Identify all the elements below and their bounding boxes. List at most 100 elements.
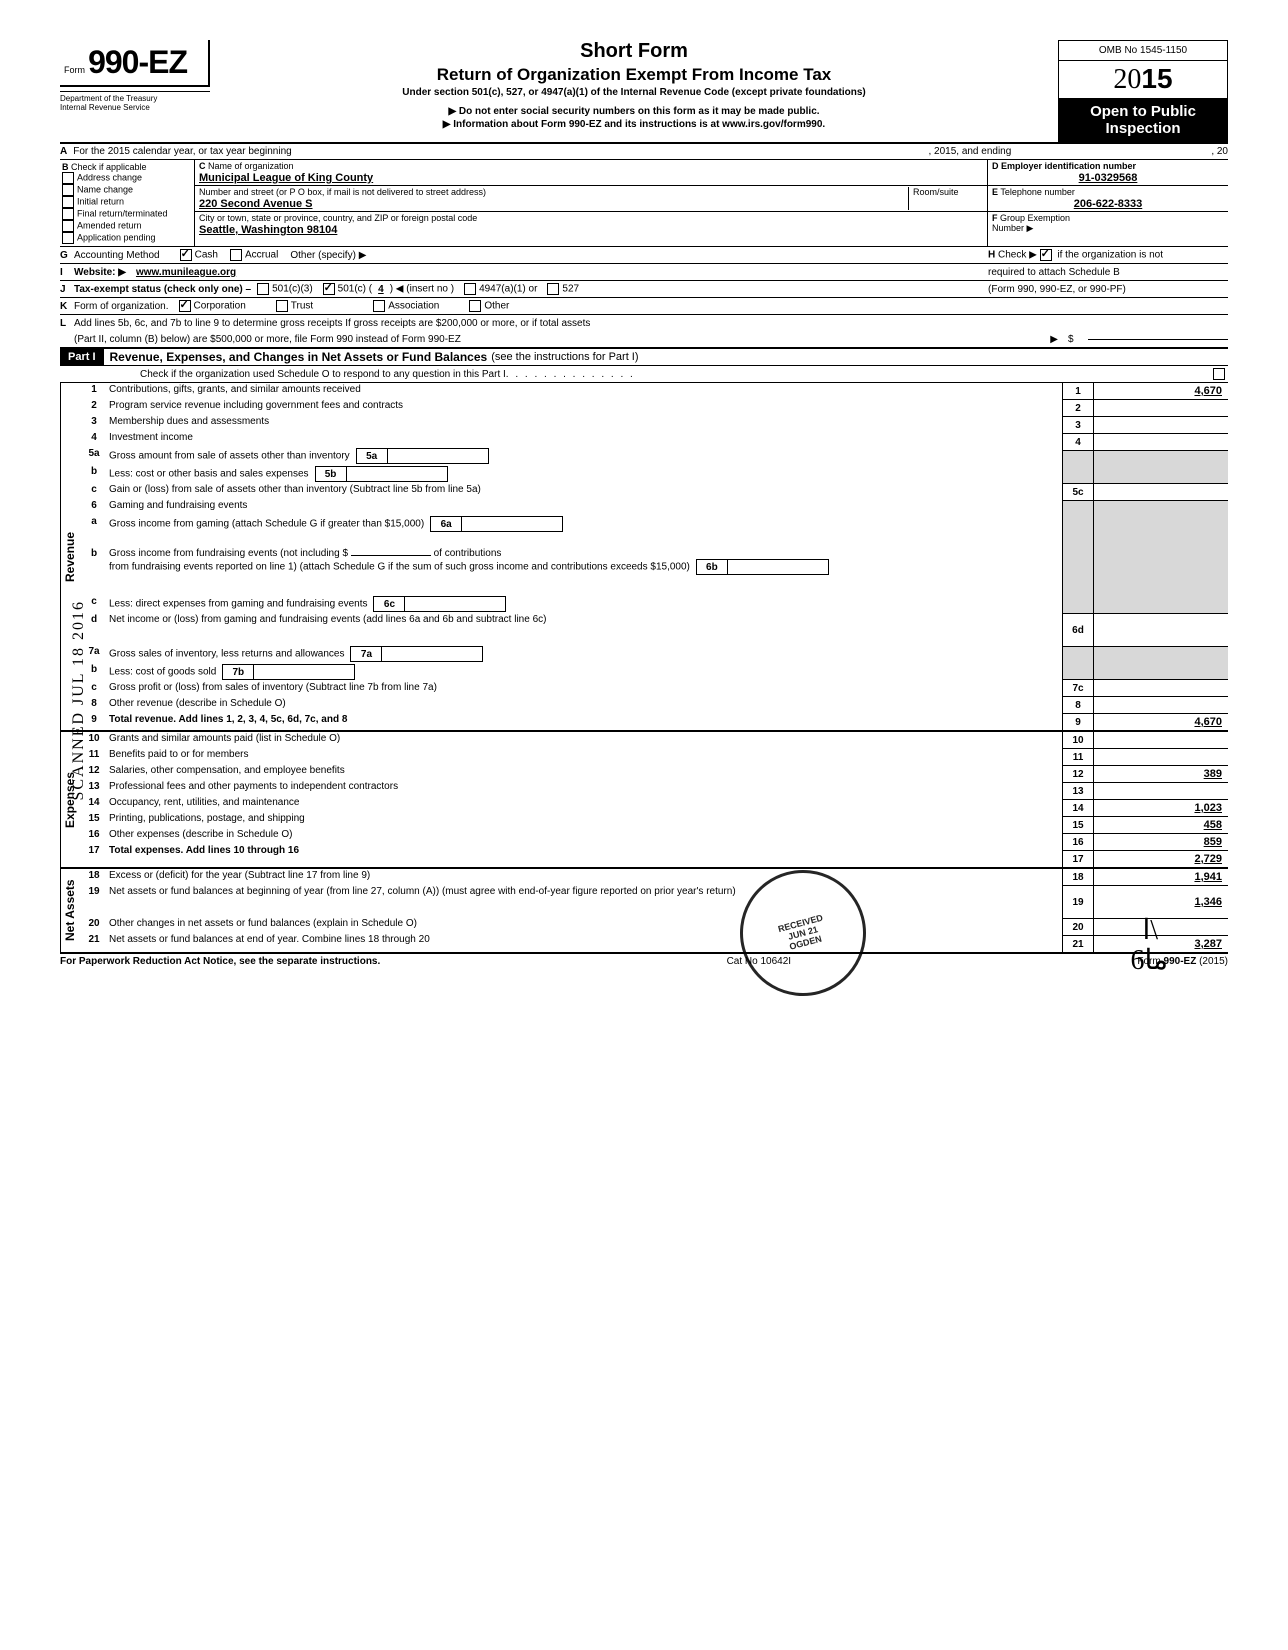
line-16-text: Other expenses (describe in Schedule O)	[109, 829, 292, 840]
line-a: A For the 2015 calendar year, or tax yea…	[60, 144, 1228, 160]
val-6b[interactable]	[728, 559, 829, 575]
col-b: B Check if applicable Address change Nam…	[60, 160, 195, 246]
amt-1: 4,670	[1094, 383, 1228, 399]
room-suite: Room/suite	[908, 187, 983, 210]
line-6d-text: Net income or (loss) from gaming and fun…	[109, 614, 546, 625]
title-note-1: ▶ Do not enter social security numbers o…	[220, 106, 1048, 117]
amt-11	[1094, 749, 1228, 765]
i-text: Website: ▶	[74, 267, 126, 278]
amt-15: 458	[1094, 817, 1228, 833]
title-main: Short Form	[220, 40, 1048, 63]
chk-cash[interactable]	[180, 249, 192, 261]
line-5a-text: Gross amount from sale of assets other t…	[109, 451, 350, 462]
k-text: Form of organization.	[74, 301, 169, 312]
line-6-text: Gaming and fundraising events	[109, 500, 247, 511]
l-arrow: ▶	[461, 334, 1068, 345]
chk-trust[interactable]	[276, 300, 288, 312]
b-item-5: Application pending	[77, 232, 156, 242]
amt-2	[1094, 400, 1228, 416]
part-i-title: Revenue, Expenses, and Changes in Net As…	[104, 350, 488, 364]
city-label: City or town, state or province, country…	[199, 213, 477, 223]
g-label: G	[60, 250, 74, 261]
addr-label: Number and street (or P O box, if mail i…	[199, 187, 486, 197]
signature-1: ا\	[1142, 913, 1158, 947]
b-item-1: Name change	[77, 184, 133, 194]
line-10-text: Grants and similar amounts paid (list in…	[109, 733, 340, 744]
footer-mid: Cat No 10642I	[727, 956, 792, 967]
section-bcdef: B Check if applicable Address change Nam…	[60, 160, 1228, 247]
amt-3	[1094, 417, 1228, 433]
opt-527: 527	[562, 284, 579, 295]
amt-10	[1094, 732, 1228, 748]
val-7b[interactable]	[254, 664, 355, 680]
val-6c[interactable]	[405, 596, 506, 612]
form-number: 990-EZ	[88, 44, 187, 80]
line-l-1: L Add lines 5b, 6c, and 7b to line 9 to …	[60, 315, 1228, 331]
line-2-text: Program service revenue including govern…	[109, 400, 403, 411]
chk-application-pending[interactable]	[62, 232, 74, 244]
b-item-2: Initial return	[77, 196, 124, 206]
revenue-amounts: 14,670 2 3 4 5c 6d 7c 8 94,670	[1062, 383, 1228, 730]
line-4-text: Investment income	[109, 432, 193, 443]
j-label: J	[60, 284, 74, 295]
chk-final-return[interactable]	[62, 208, 74, 220]
chk-501c[interactable]	[323, 283, 335, 295]
line-7b-text: Less: cost of goods sold	[109, 667, 216, 678]
ein: 91-0329568	[992, 172, 1224, 184]
opt-corp: Corporation	[194, 301, 246, 312]
line-5c-text: Gain or (loss) from sale of assets other…	[109, 484, 481, 495]
amt-5c	[1094, 484, 1228, 500]
chk-schedule-o[interactable]	[1213, 368, 1225, 380]
footer-right-2: 990-EZ	[1164, 956, 1197, 967]
box-6c: 6c	[373, 596, 405, 612]
val-7a[interactable]	[382, 646, 483, 662]
j-text: Tax-exempt status (check only one) –	[74, 284, 251, 295]
c-text: Name of organization	[208, 161, 294, 171]
line-12-text: Salaries, other compensation, and employ…	[109, 765, 345, 776]
right-column: OMB No 1545-1150 2015 Open to Public Ins…	[1058, 40, 1228, 142]
chk-other-org[interactable]	[469, 300, 481, 312]
dept-line-2: Internal Revenue Service	[60, 103, 210, 112]
line-18-text: Excess or (deficit) for the year (Subtra…	[109, 870, 370, 881]
part-i-sub-text: Check if the organization used Schedule …	[140, 369, 506, 380]
opt-501c-b: ) ◀ (insert no )	[390, 284, 454, 295]
val-5b[interactable]	[347, 466, 448, 482]
box-6a: 6a	[430, 516, 462, 532]
chk-h[interactable]	[1040, 249, 1052, 261]
chk-corp[interactable]	[179, 300, 191, 312]
amt-8	[1094, 697, 1228, 713]
amt-20	[1094, 919, 1228, 935]
line-6b-text-2: of contributions	[434, 548, 502, 559]
line-20-text: Other changes in net assets or fund bala…	[109, 918, 417, 929]
k-label: K	[60, 301, 74, 312]
chk-amended-return[interactable]	[62, 220, 74, 232]
form-header: Form 990-EZ Department of the Treasury I…	[60, 40, 1228, 142]
opt-501c-n: 4	[372, 284, 390, 295]
l-text-2: (Part II, column (B) below) are $500,000…	[74, 334, 461, 345]
line-6c-text: Less: direct expenses from gaming and fu…	[109, 599, 367, 610]
val-6a[interactable]	[462, 516, 563, 532]
val-5a[interactable]	[388, 448, 489, 464]
line-7c-text: Gross profit or (loss) from sales of inv…	[109, 682, 437, 693]
l-text-1: Add lines 5b, 6c, and 7b to line 9 to de…	[74, 318, 590, 329]
b-label: B	[62, 162, 69, 172]
open-line-1: Open to Public	[1061, 103, 1225, 120]
chk-assoc[interactable]	[373, 300, 385, 312]
netassets-label: Net Assets	[60, 869, 79, 952]
city: Seattle, Washington 98104	[199, 224, 983, 236]
chk-4947[interactable]	[464, 283, 476, 295]
line-gh: G Accounting Method Cash Accrual Other (…	[60, 247, 1228, 264]
chk-name-change[interactable]	[62, 184, 74, 196]
chk-address-change[interactable]	[62, 172, 74, 184]
amt-14: 1,023	[1094, 800, 1228, 816]
chk-initial-return[interactable]	[62, 196, 74, 208]
d-label: D	[992, 161, 999, 171]
opt-501c: 501(c) (	[338, 284, 372, 295]
h-text-4: (Form 990, 990-EZ, or 990-PF)	[988, 284, 1228, 295]
chk-501c3[interactable]	[257, 283, 269, 295]
chk-accrual[interactable]	[230, 249, 242, 261]
footer-left: For Paperwork Reduction Act Notice, see …	[60, 956, 380, 967]
chk-527[interactable]	[547, 283, 559, 295]
opt-501c3: 501(c)(3)	[272, 284, 313, 295]
box-6b: 6b	[696, 559, 728, 575]
